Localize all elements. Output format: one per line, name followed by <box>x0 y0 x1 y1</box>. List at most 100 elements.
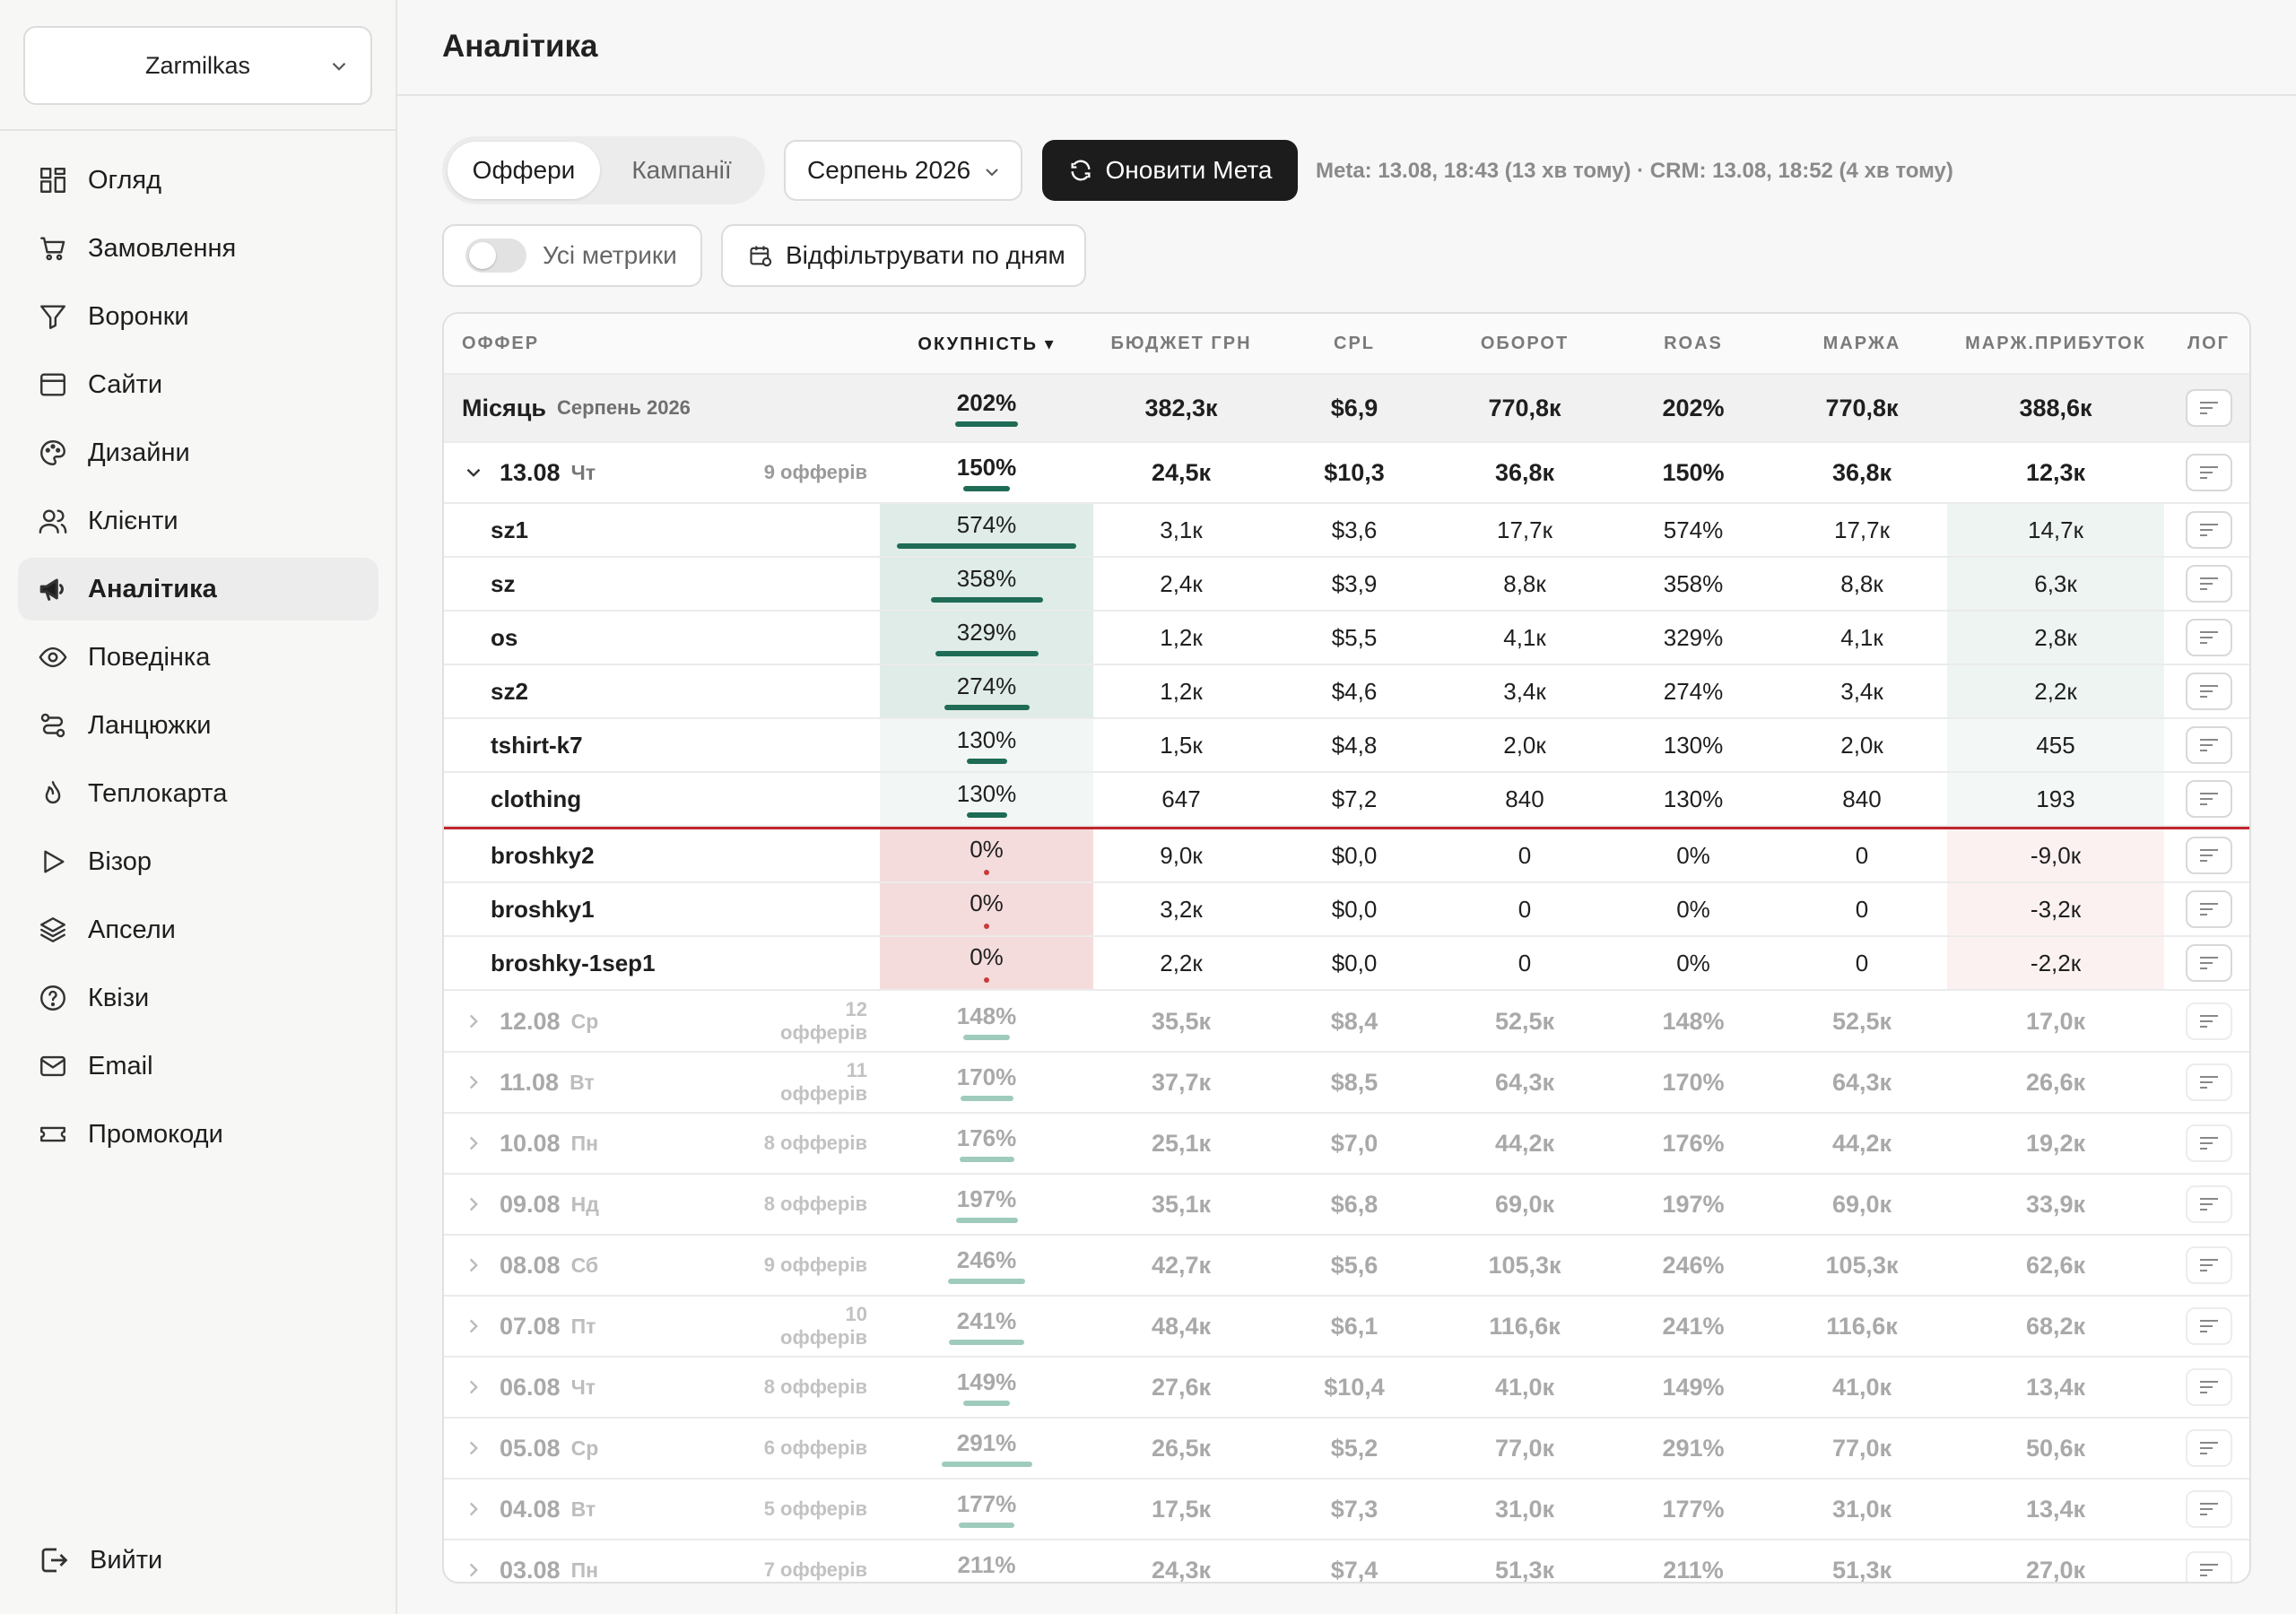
day-date: 07.08 <box>500 1312 561 1340</box>
log-button[interactable] <box>2185 890 2232 928</box>
offer-row[interactable]: broshky2 0% 9,0к $0,0 0 0% 0 -9,0к <box>444 829 2249 883</box>
sidebar-item-6[interactable]: Аналітика <box>18 558 378 620</box>
tab-offers[interactable]: Оффери <box>448 142 600 199</box>
sidebar-item-8[interactable]: Ланцюжки <box>18 694 378 757</box>
roas-cell: 329% <box>1663 623 1724 651</box>
chevron-right-icon[interactable] <box>462 1254 485 1277</box>
all-metrics-toggle[interactable]: Усі метрики <box>442 224 702 287</box>
sidebar-item-14[interactable]: Промокоди <box>18 1103 378 1166</box>
day-row[interactable]: 12.08 Ср 12 офферів 148% 35,5к $8,4 52,5к 148% 5… <box>444 992 2249 1053</box>
log-button[interactable] <box>2185 726 2232 764</box>
offer-row[interactable]: tshirt-k7 130% 1,5к $4,8 2,0к 130% 2,0к 455 <box>444 719 2249 773</box>
day-row[interactable]: 10.08 Пн 8 офферів 176% 25,1к $7,0 44,2к 176% 44… <box>444 1114 2249 1175</box>
okupnist-value: 211% <box>957 1551 1016 1578</box>
log-button[interactable] <box>2185 565 2232 603</box>
marzh-prybutok-cell: 13,4к <box>2025 1495 2086 1523</box>
chevron-right-icon[interactable] <box>462 1497 485 1521</box>
day-weekday: Вт <box>570 1070 595 1094</box>
budget-cell: 26,5к <box>1151 1434 1212 1462</box>
sidebar-item-13[interactable]: Email <box>18 1035 378 1098</box>
filter-by-days-button[interactable]: Відфільтрувати по дням <box>721 224 1086 287</box>
logout-button[interactable]: Вийти <box>38 1544 162 1576</box>
flame-icon <box>38 778 68 809</box>
day-row[interactable]: 11.08 Вт 11 офферів 170% 37,7к $8,5 64,3к 170% 6… <box>444 1053 2249 1114</box>
offer-row[interactable]: sz2 274% 1,2к $4,6 3,4к 274% 3,4к 2,2к <box>444 665 2249 719</box>
sidebar-item-12[interactable]: Квізи <box>18 967 378 1029</box>
log-button[interactable] <box>2185 1490 2232 1528</box>
day-row[interactable]: 05.08 Ср 6 офферів 291% 26,5к $5,2 77,0к 291% 77… <box>444 1419 2249 1480</box>
chevron-right-icon[interactable] <box>462 1193 485 1216</box>
day-row[interactable]: 09.08 Нд 8 офферів 197% 35,1к $6,8 69,0к 197% 69… <box>444 1175 2249 1236</box>
offer-row[interactable]: sz1 574% 3,1к $3,6 17,7к 574% 17,7к 14,7к <box>444 504 2249 558</box>
log-button[interactable] <box>2185 1002 2232 1040</box>
sidebar-item-9[interactable]: Теплокарта <box>18 762 378 825</box>
day-row[interactable]: 04.08 Вт 5 офферів 177% 17,5к $7,3 31,0к 177% 31… <box>444 1480 2249 1540</box>
day-weekday: Пн <box>570 1131 599 1155</box>
col-offer[interactable]: ОФФЕР <box>462 333 540 353</box>
log-button[interactable] <box>2185 1551 2232 1582</box>
layers-icon <box>38 915 68 945</box>
offer-row[interactable]: broshky-1sep1 0% 2,2к $0,0 0 0% 0 -2,2к <box>444 937 2249 991</box>
sidebar-item-3[interactable]: Сайти <box>18 353 378 416</box>
log-button[interactable] <box>2185 1185 2232 1223</box>
refresh-meta-button[interactable]: Оновити Мета <box>1042 140 1298 201</box>
log-button[interactable] <box>2185 1368 2232 1406</box>
offer-row[interactable]: os 329% 1,2к $5,5 4,1к 329% 4,1к 2,8к <box>444 612 2249 665</box>
sidebar-item-10[interactable]: Візор <box>18 830 378 893</box>
day-row-expanded[interactable]: 13.08 Чт 9 офферів 150% 24,5к $10,3 36,8к 150% 3… <box>444 443 2249 504</box>
month-select[interactable]: Серпень 2026 <box>784 140 1022 201</box>
log-button[interactable] <box>2185 1246 2232 1284</box>
offer-cell: tshirt-k7 <box>444 719 880 771</box>
sidebar-item-7[interactable]: Поведінка <box>18 626 378 689</box>
offer-row[interactable]: broshky1 0% 3,2к $0,0 0 0% 0 -3,2к <box>444 883 2249 937</box>
log-cell <box>2164 1358 2249 1417</box>
okupnist-bar <box>948 1279 1025 1284</box>
sidebar-item-label: Воронки <box>88 301 189 331</box>
day-row[interactable]: 08.08 Сб 9 офферів 246% 42,7к $5,6 105,3к 246% 1… <box>444 1236 2249 1297</box>
chevron-right-icon[interactable] <box>462 1436 485 1460</box>
log-button[interactable] <box>2185 1307 2232 1345</box>
log-button[interactable] <box>2185 672 2232 710</box>
offer-row[interactable]: clothing 130% 647 $7,2 840 130% 840 193 <box>444 773 2249 827</box>
day-row[interactable]: 06.08 Чт 8 офферів 149% 27,6к $10,4 41,0к 149% 4… <box>444 1358 2249 1419</box>
store-selector[interactable]: Zarmilkas <box>23 26 372 105</box>
log-button[interactable] <box>2185 1063 2232 1101</box>
sidebar-item-2[interactable]: Воронки <box>18 285 378 348</box>
log-button[interactable] <box>2185 837 2232 874</box>
col-cpl[interactable]: CPL <box>1334 333 1375 353</box>
log-button[interactable] <box>2185 389 2232 427</box>
sidebar-item-5[interactable]: Клієнти <box>18 490 378 552</box>
col-marzh-prybutok[interactable]: МАРЖ.ПРИБУТОК <box>1965 333 2146 353</box>
log-button[interactable] <box>2185 511 2232 549</box>
log-button[interactable] <box>2185 1124 2232 1162</box>
chevron-down-icon[interactable] <box>462 461 485 484</box>
log-button[interactable] <box>2185 780 2232 818</box>
col-okupnist[interactable]: ОКУПНІСТЬ ▾ <box>918 334 1056 354</box>
sidebar-item-11[interactable]: Апсели <box>18 898 378 961</box>
col-roas[interactable]: ROAS <box>1664 333 1723 353</box>
log-button[interactable] <box>2185 1429 2232 1467</box>
chevron-right-icon[interactable] <box>462 1010 485 1033</box>
log-button[interactable] <box>2185 454 2232 491</box>
toggle-switch[interactable] <box>465 239 526 273</box>
sidebar-item-1[interactable]: Замовлення <box>18 217 378 280</box>
day-row[interactable]: 07.08 Пт 10 офферів 241% 48,4к $6,1 116,6к 241%… <box>444 1297 2249 1358</box>
log-button[interactable] <box>2185 944 2232 982</box>
chevron-right-icon[interactable] <box>462 1315 485 1338</box>
log-button[interactable] <box>2185 619 2232 656</box>
tab-campaigns[interactable]: Кампанії <box>631 156 732 184</box>
chevron-right-icon[interactable] <box>462 1132 485 1155</box>
chevron-right-icon[interactable] <box>462 1375 485 1399</box>
sidebar-item-0[interactable]: Огляд <box>18 149 378 212</box>
log-icon <box>2197 682 2221 700</box>
col-marzha[interactable]: МАРЖА <box>1822 333 1901 353</box>
sidebar-item-4[interactable]: Дизайни <box>18 421 378 484</box>
chevron-right-icon[interactable] <box>462 1558 485 1582</box>
col-budget[interactable]: БЮДЖЕТ ГРН <box>1110 333 1252 353</box>
offer-row[interactable]: sz 358% 2,4к $3,9 8,8к 358% 8,8к 6,3к <box>444 558 2249 612</box>
log-icon <box>2197 954 2221 972</box>
day-row[interactable]: 03.08 Пн 7 офферів 211% 24,3к $7,4 51,3к 211% 51… <box>444 1540 2249 1582</box>
chevron-right-icon[interactable] <box>462 1071 485 1094</box>
month-total-row[interactable]: Місяць Серпень 2026 202% 382,3к $6,9 770,8к 20… <box>444 375 2249 443</box>
col-oborot[interactable]: ОБОРОТ <box>1480 333 1570 353</box>
